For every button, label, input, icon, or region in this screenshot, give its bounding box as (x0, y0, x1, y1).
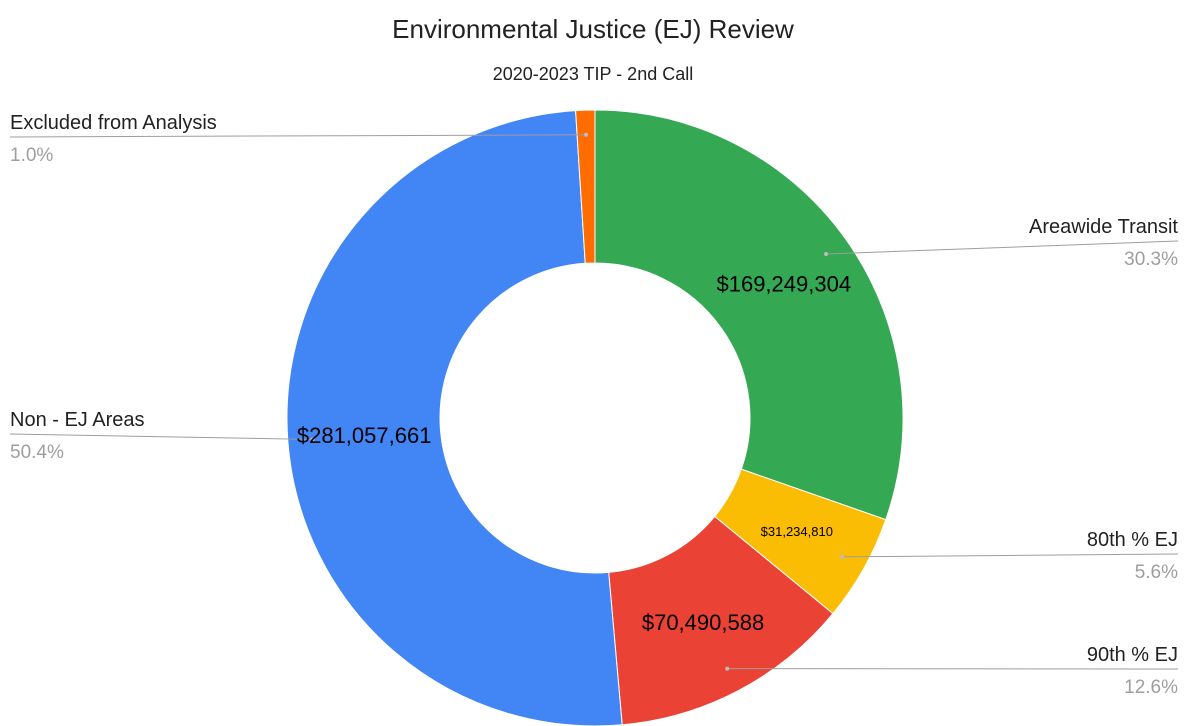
value-labels-group: $169,249,304 $31,234,810 $70,490,588 $281,0… (297, 272, 851, 636)
legend-name-areawide-transit: Areawide Transit (1029, 216, 1178, 238)
leader-line-areawide-transit (826, 240, 1179, 255)
legend-percent-90th-ej: 12.6% (1124, 677, 1178, 698)
value-label-areawide-transit: $169,249,304 (716, 272, 851, 297)
slice-excluded-from-analysis[interactable] (575, 109, 596, 264)
leader-dot-90th-ej (725, 666, 730, 671)
chart-subtitle: 2020-2023 TIP - 2nd Call (493, 64, 693, 84)
legend-name-non-ej-areas: Non - EJ Areas (10, 409, 145, 431)
chart-title: Environmental Justice (EJ) Review (392, 14, 794, 44)
leader-line-non-ej-areas (9, 433, 313, 440)
leader-dot-excluded-from-analysis (584, 132, 589, 137)
value-label-90th-ej: $70,490,588 (642, 610, 764, 635)
legend-percent-non-ej-areas: 50.4% (10, 442, 64, 463)
leader-line-80th-ej (841, 553, 1179, 558)
legend-labels-group: Areawide Transit 30.3% 80th % EJ 5.6% 90th %… (10, 112, 1178, 698)
slice-areawide-transit[interactable] (594, 109, 904, 521)
legend-name-80th-ej: 80th % EJ (1087, 529, 1178, 551)
leader-dot-areawide-transit (824, 251, 829, 256)
leader-line-excluded-from-analysis (9, 134, 587, 138)
legend-percent-80th-ej: 5.6% (1135, 562, 1178, 583)
legend-percent-excluded-from-analysis: 1.0% (10, 145, 53, 166)
value-label-80th-ej: $31,234,810 (761, 524, 833, 539)
slices-group (286, 109, 904, 726)
legend-name-excluded-from-analysis: Excluded from Analysis (10, 112, 217, 134)
value-label-non-ej-areas: $281,057,661 (297, 423, 432, 448)
leader-dot-80th-ej (839, 554, 844, 559)
legend-name-90th-ej: 90th % EJ (1087, 644, 1178, 666)
slice-90th-ej[interactable] (608, 515, 834, 726)
slice-non-ej-areas[interactable] (286, 110, 623, 726)
legend-percent-areawide-transit: 30.3% (1124, 249, 1178, 270)
leader-lines-group (9, 132, 1179, 671)
leader-dot-non-ej-areas (310, 437, 315, 442)
